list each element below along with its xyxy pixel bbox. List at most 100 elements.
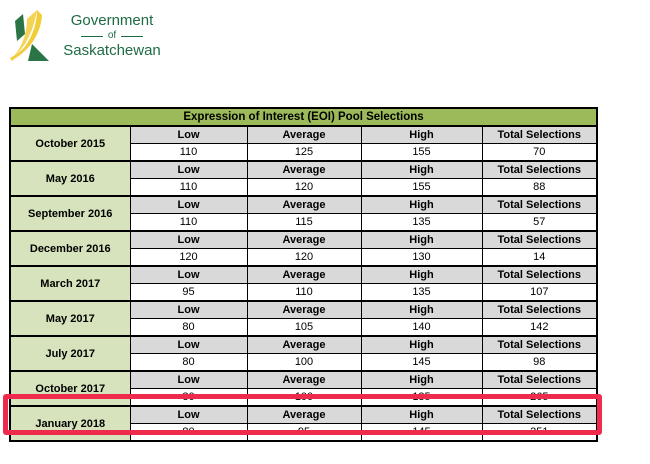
value-low: 80 — [129, 318, 248, 337]
period-cell: December 2016 — [9, 230, 131, 267]
col-header-high: High — [360, 335, 483, 354]
col-header-average: Average — [246, 160, 362, 179]
value-average: 125 — [246, 143, 362, 162]
col-header-total-selections: Total Selections — [481, 335, 598, 354]
value-average: 105 — [246, 318, 362, 337]
value-high: 135 — [360, 213, 483, 232]
period-cell: May 2017 — [9, 300, 131, 337]
col-header-average: Average — [246, 300, 362, 319]
col-header-average: Average — [246, 125, 362, 144]
col-header-low: Low — [129, 405, 248, 424]
value-average: 120 — [246, 248, 362, 267]
gov-sask-logo: Government of Saskatchewan — [10, 8, 167, 62]
table-value-row: 95 110 135 107 — [10, 283, 598, 302]
value-high: 135 — [360, 388, 483, 407]
logo-rule-right — [121, 35, 144, 37]
logo-wordmark: Government of Saskatchewan — [57, 8, 167, 59]
col-header-average: Average — [246, 405, 362, 424]
value-high: 155 — [360, 143, 483, 162]
col-header-high: High — [360, 160, 483, 179]
value-total-selections: 107 — [481, 283, 598, 302]
value-total-selections: 251 — [481, 423, 598, 442]
col-header-average: Average — [246, 335, 362, 354]
value-low: 110 — [129, 213, 248, 232]
period-cell: September 2016 — [9, 195, 131, 232]
table-header-row: October 2015 Low Average High Total Sele… — [9, 125, 598, 162]
value-total-selections: 57 — [481, 213, 598, 232]
value-average: 115 — [246, 213, 362, 232]
col-header-low: Low — [129, 125, 248, 144]
value-average: 100 — [246, 388, 362, 407]
period-cell: January 2018 — [9, 405, 131, 442]
col-header-low: Low — [129, 335, 248, 354]
table-value-row: 80 100 145 98 — [10, 353, 598, 372]
col-header-total-selections: Total Selections — [481, 265, 598, 284]
period-cell: May 2016 — [9, 160, 131, 197]
col-header-total-selections: Total Selections — [481, 300, 598, 319]
col-header-total-selections: Total Selections — [481, 370, 598, 389]
value-low: 120 — [129, 248, 248, 267]
table-value-row: 110 125 155 70 — [10, 143, 598, 162]
col-header-high: High — [360, 230, 483, 249]
col-header-low: Low — [129, 370, 248, 389]
col-header-total-selections: Total Selections — [481, 405, 598, 424]
table-header-row: July 2017 Low Average High Total Selecti… — [9, 335, 598, 372]
period-cell: March 2017 — [9, 265, 131, 302]
value-average: 120 — [246, 178, 362, 197]
period-cell: July 2017 — [9, 335, 131, 372]
value-total-selections: 14 — [481, 248, 598, 267]
table-title-row: Expression of Interest (EOI) Pool Select… — [9, 107, 598, 127]
value-high: 140 — [360, 318, 483, 337]
table-header-row: September 2016 Low Average High Total Se… — [9, 195, 598, 232]
value-total-selections: 142 — [481, 318, 598, 337]
value-total-selections: 98 — [481, 353, 598, 372]
col-header-low: Low — [129, 265, 248, 284]
table-header-row: May 2016 Low Average High Total Selectio… — [9, 160, 598, 197]
col-header-high: High — [360, 300, 483, 319]
value-low: 110 — [129, 178, 248, 197]
logo-of: of — [107, 30, 117, 41]
value-average: 100 — [246, 353, 362, 372]
value-high: 130 — [360, 248, 483, 267]
value-low: 80 — [129, 388, 248, 407]
value-high: 145 — [360, 353, 483, 372]
col-header-average: Average — [246, 265, 362, 284]
col-header-average: Average — [246, 195, 362, 214]
value-low: 80 — [129, 423, 248, 442]
table-value-row: 80 105 140 142 — [10, 318, 598, 337]
col-header-high: High — [360, 195, 483, 214]
table-title: Expression of Interest (EOI) Pool Select… — [9, 107, 598, 127]
col-header-average: Average — [246, 370, 362, 389]
col-header-total-selections: Total Selections — [481, 195, 598, 214]
col-header-low: Low — [129, 300, 248, 319]
eoi-pool-selections-table: Expression of Interest (EOI) Pool Select… — [9, 107, 599, 442]
value-average: 95 — [246, 423, 362, 442]
col-header-low: Low — [129, 195, 248, 214]
value-total-selections: 70 — [481, 143, 598, 162]
col-header-high: High — [360, 125, 483, 144]
logo-of-row: of — [57, 30, 167, 42]
col-header-low: Low — [129, 160, 248, 179]
col-header-total-selections: Total Selections — [481, 125, 598, 144]
value-total-selections: 88 — [481, 178, 598, 197]
col-header-high: High — [360, 265, 483, 284]
value-average: 110 — [246, 283, 362, 302]
table-header-row: October 2017 Low Average High Total Sele… — [9, 370, 598, 407]
value-high: 145 — [360, 423, 483, 442]
value-low: 110 — [129, 143, 248, 162]
col-header-low: Low — [129, 230, 248, 249]
logo-government: Government — [70, 12, 154, 29]
value-low: 95 — [129, 283, 248, 302]
table-header-row-highlighted: January 2018 Low Average High Total Sele… — [9, 405, 598, 442]
col-header-total-selections: Total Selections — [481, 230, 598, 249]
value-low: 80 — [129, 353, 248, 372]
table-value-row: 120 120 130 14 — [10, 248, 598, 267]
col-header-average: Average — [246, 230, 362, 249]
col-header-total-selections: Total Selections — [481, 160, 598, 179]
period-cell: October 2015 — [9, 125, 131, 162]
col-header-high: High — [360, 370, 483, 389]
logo-saskatchewan: Saskatchewan — [63, 42, 161, 59]
table-header-row: March 2017 Low Average High Total Select… — [9, 265, 598, 302]
table-value-row: 110 115 135 57 — [10, 213, 598, 232]
